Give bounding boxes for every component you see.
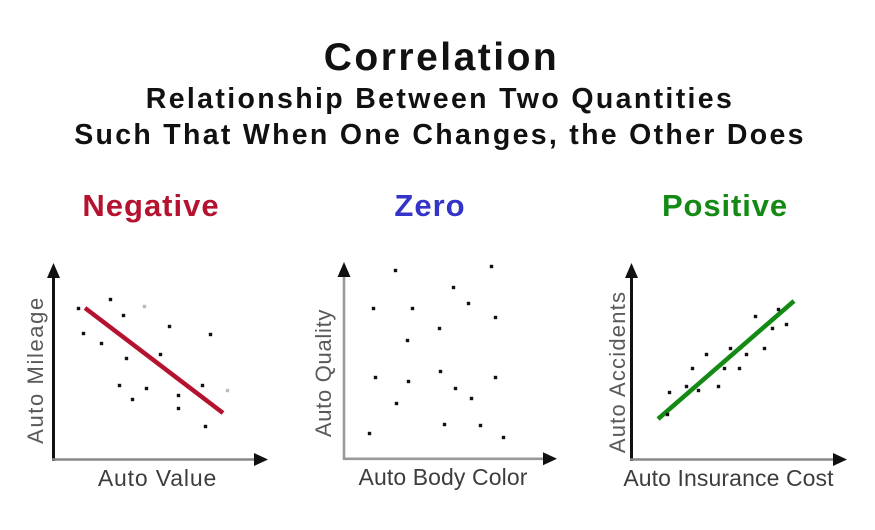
svg-text:Auto Body Color: Auto Body Color: [359, 464, 528, 490]
svg-text:Auto Value: Auto Value: [98, 465, 217, 491]
svg-text:Relationship Between Two Quant: Relationship Between Two Quantities: [146, 83, 734, 115]
svg-text:Correlation: Correlation: [324, 36, 560, 79]
svg-text:Negative: Negative: [82, 188, 219, 223]
svg-text:Auto Accidents: Auto Accidents: [605, 291, 630, 453]
svg-text:Auto Insurance Cost: Auto Insurance Cost: [623, 465, 834, 491]
svg-text:Zero: Zero: [394, 188, 465, 223]
svg-text:Such That When One Changes, th: Such That When One Changes, the Other Do…: [74, 119, 806, 151]
svg-text:Auto Mileage: Auto Mileage: [23, 296, 48, 444]
svg-text:Auto Quality: Auto Quality: [311, 309, 336, 437]
svg-text:Positive: Positive: [662, 188, 788, 223]
